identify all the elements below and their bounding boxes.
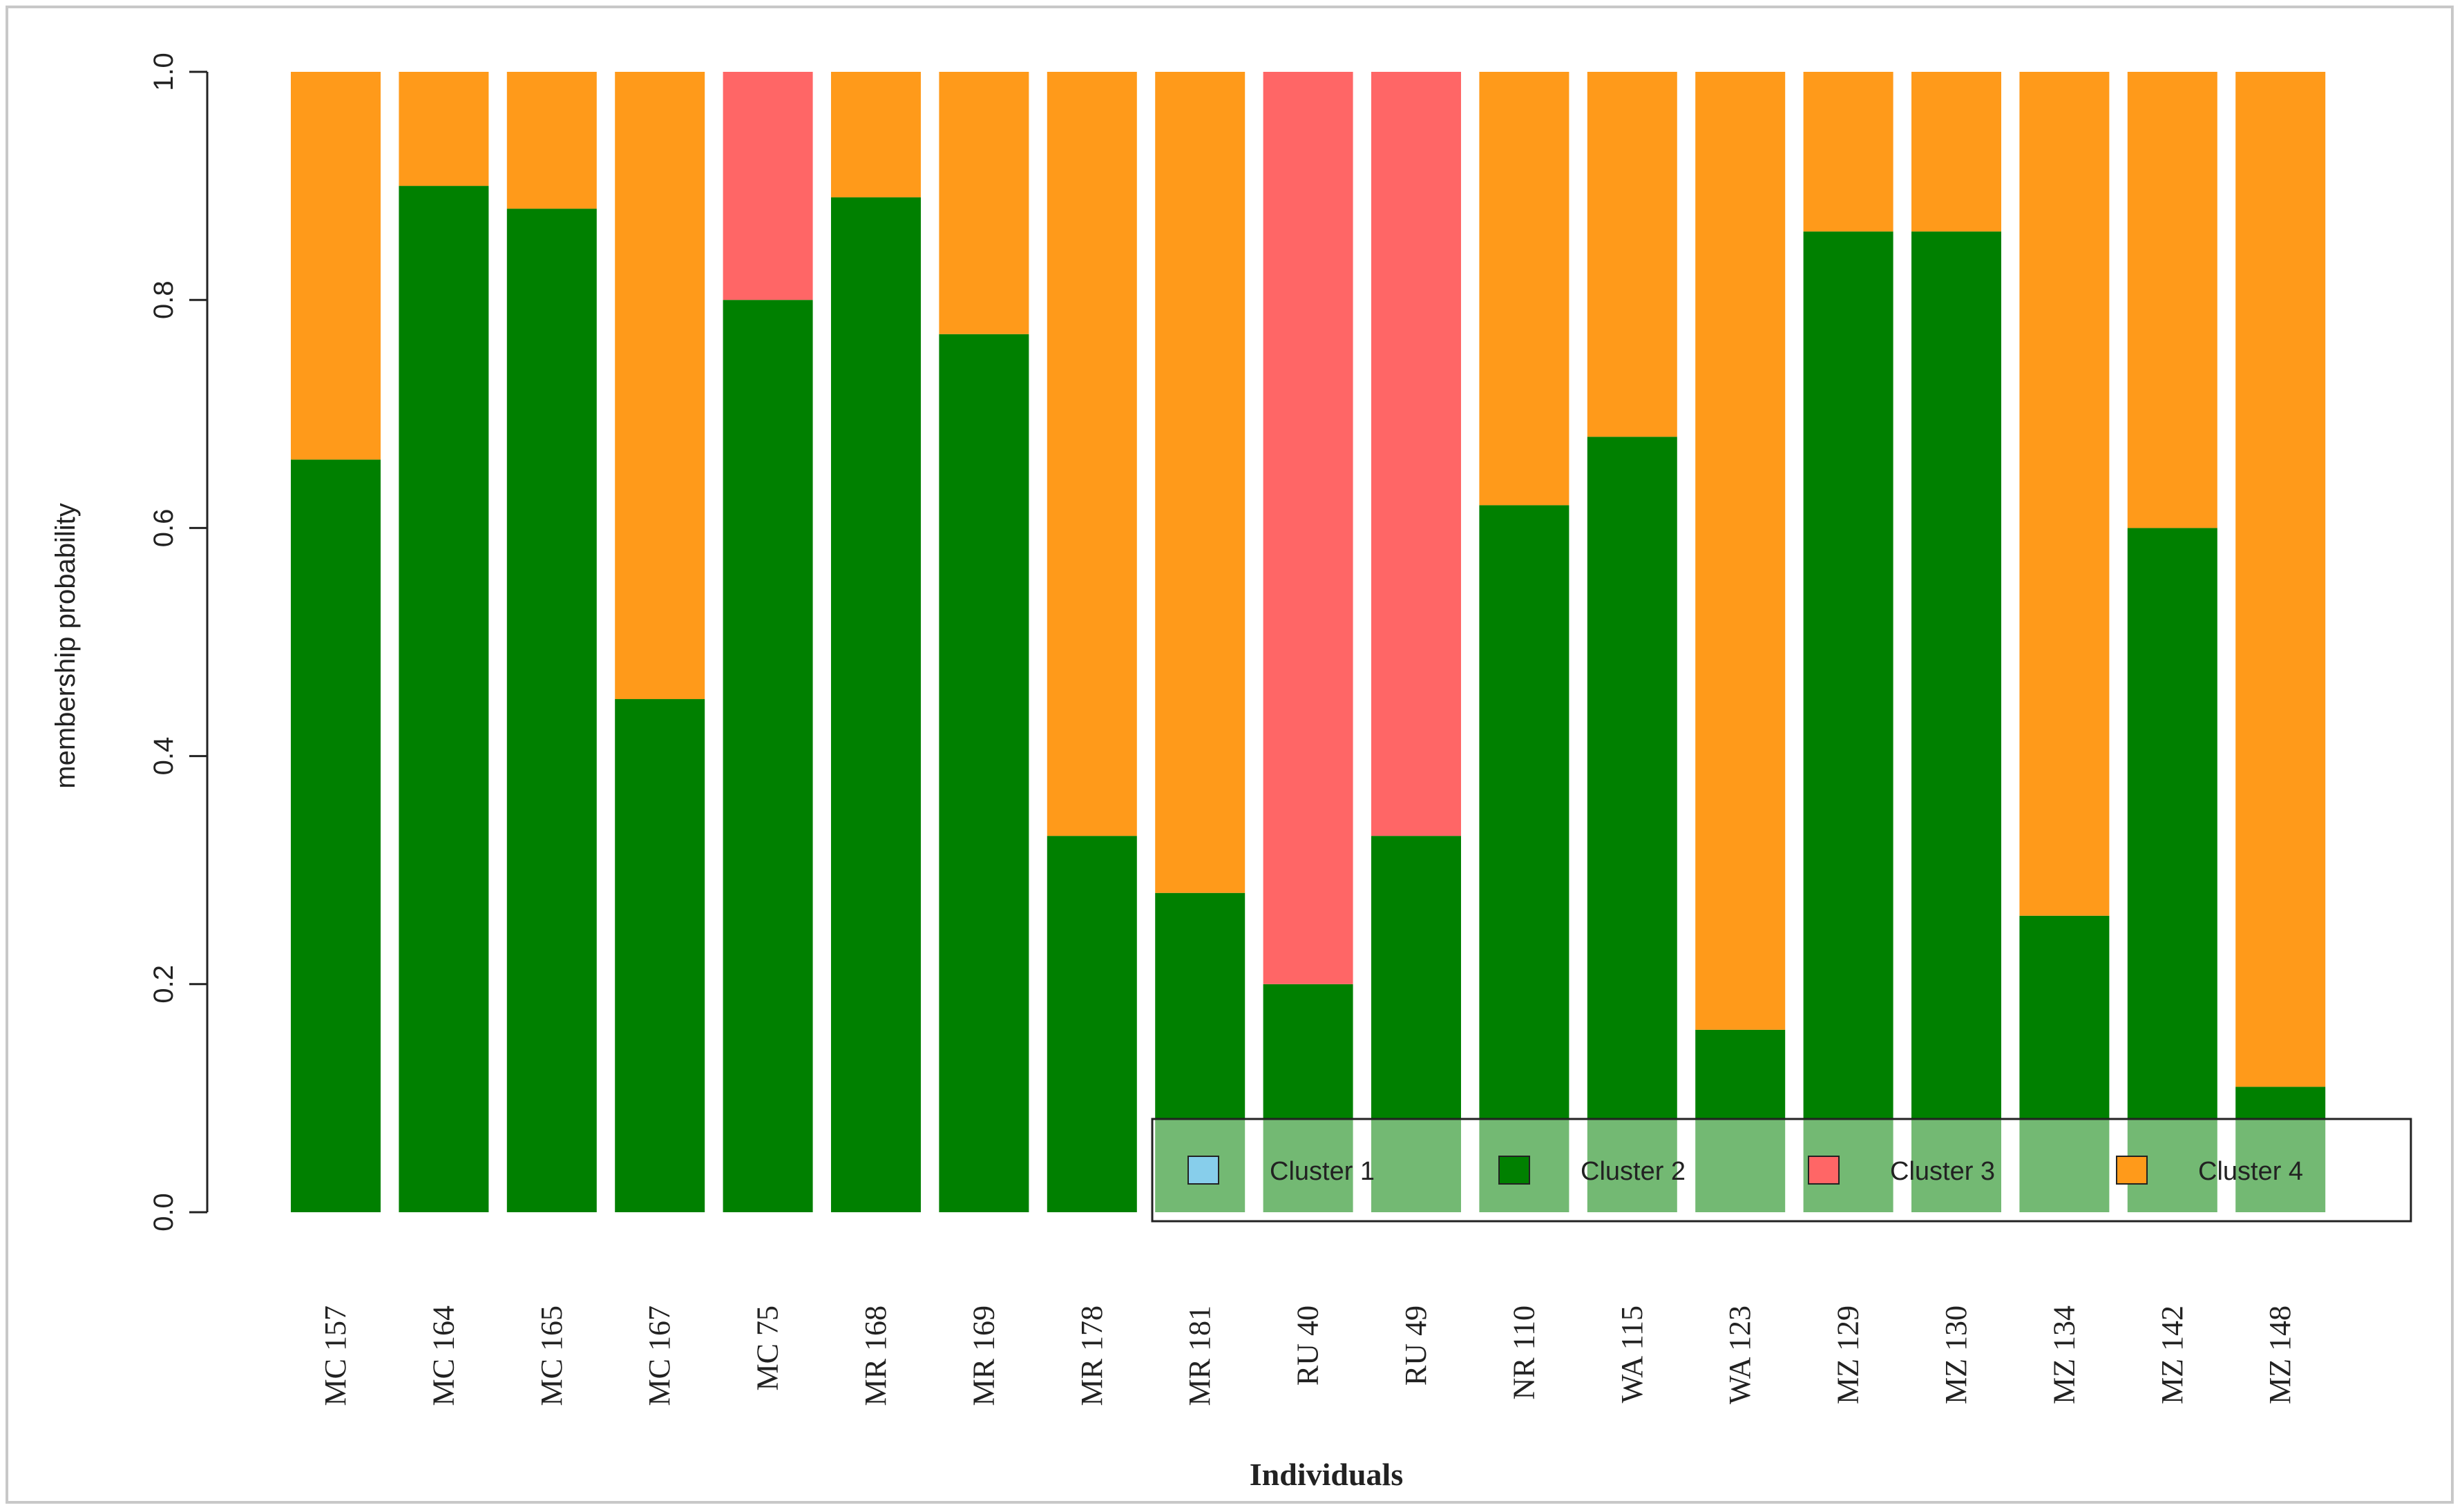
y-tick-label: 0.2 (149, 965, 179, 1004)
legend-box (1151, 1118, 2412, 1223)
bar-segment-cluster-2 (831, 197, 921, 1212)
bar-segment-cluster-2 (1695, 1029, 1786, 1212)
bar-segment-cluster-4 (2127, 72, 2217, 528)
legend-label: Cluster 2 (1581, 1157, 1686, 1186)
x-tick-label: RU 40 (1291, 1305, 1325, 1386)
y-tick-label: 0.0 (149, 1193, 179, 1232)
bar-segment-cluster-2 (399, 186, 489, 1213)
x-tick-label: MC 164 (426, 1305, 460, 1406)
bar-segment-cluster-2 (2019, 915, 2110, 1212)
bar-segment-cluster-4 (1695, 72, 1786, 1030)
bar-segment-cluster-4 (506, 72, 597, 209)
bar-segment-cluster-4 (1587, 72, 1677, 437)
x-tick-label: MC 157 (318, 1305, 352, 1406)
bar-segment-cluster-2 (939, 334, 1029, 1213)
bar-segment-cluster-2 (1047, 836, 1137, 1212)
x-tick-label: MC 167 (642, 1305, 676, 1406)
bar-segment-cluster-2 (1803, 231, 1893, 1212)
y-tick-label: 0.8 (149, 280, 179, 319)
legend-swatch (2116, 1156, 2148, 1185)
y-tick-label: 0.4 (149, 737, 179, 776)
bar-segment-cluster-2 (615, 699, 705, 1212)
bar-segment-cluster-2 (2235, 1087, 2326, 1212)
x-tick-label: WA 115 (1615, 1305, 1649, 1403)
bar-segment-cluster-3 (723, 72, 813, 300)
legend-swatch (1187, 1156, 1219, 1185)
bar-segment-cluster-4 (615, 72, 705, 700)
bar-segment-cluster-4 (2235, 72, 2326, 1087)
x-tick-label: MR 168 (859, 1305, 893, 1406)
x-tick-label: MZ 134 (2047, 1305, 2081, 1404)
x-tick-label: MZ 142 (2155, 1305, 2189, 1404)
x-tick-labels: MC 157 MC 164 MC 165 MC 167 MC 75 MR 168 MR 16… (318, 1305, 2297, 1406)
bar-segment-cluster-4 (939, 72, 1029, 334)
y-tick-label: 0.6 (149, 509, 179, 548)
bar-segment-cluster-2 (506, 209, 597, 1212)
bar-segment-cluster-4 (831, 72, 921, 198)
bar-segment-cluster-2 (1263, 984, 1353, 1212)
legend: Cluster 1 Cluster 2 Cluster 3 Cluster 4 (1151, 1118, 2412, 1223)
x-tick-label: MR 169 (966, 1305, 1000, 1406)
legend-label: Cluster 3 (1890, 1157, 1995, 1186)
x-tick-label: MC 165 (535, 1305, 569, 1406)
bar-segment-cluster-4 (1047, 72, 1137, 836)
bar-segment-cluster-2 (1587, 437, 1677, 1212)
bar-segment-cluster-4 (399, 72, 489, 186)
x-tick-label: MZ 129 (1831, 1305, 1865, 1404)
y-axis: 0.0 0.2 0.4 0.6 0.8 1.0 (149, 52, 209, 1232)
legend-swatch (1808, 1156, 1840, 1185)
bar-segment-cluster-2 (1371, 836, 1461, 1212)
bar-segment-cluster-2 (1479, 505, 1569, 1212)
x-tick-label: MR 181 (1183, 1305, 1216, 1406)
x-tick-label: MZ 148 (2263, 1305, 2297, 1404)
bar-segment-cluster-2 (1911, 231, 2001, 1212)
x-tick-label: WA 123 (1723, 1305, 1757, 1404)
bar-segment-cluster-4 (1479, 72, 1569, 506)
legend-label: Cluster 4 (2198, 1157, 2303, 1186)
x-tick-label: MR 178 (1075, 1305, 1109, 1406)
x-tick-label: MZ 130 (1939, 1305, 1973, 1404)
x-tick-label: RU 49 (1399, 1305, 1433, 1386)
legend-label: Cluster 1 (1270, 1157, 1375, 1186)
y-axis-label: membership probability (50, 503, 81, 789)
y-tick-label: 1.0 (149, 52, 179, 91)
x-tick-label: NR 110 (1507, 1305, 1540, 1400)
bar-layer (291, 72, 2326, 1213)
bar-segment-cluster-2 (723, 300, 813, 1213)
bar-segment-cluster-4 (2019, 72, 2110, 916)
bar-segment-cluster-4 (1155, 72, 1246, 893)
x-axis-label: Individuals (1250, 1457, 1403, 1492)
bar-segment-cluster-4 (1803, 72, 1893, 232)
x-tick-label: MC 75 (751, 1305, 785, 1390)
bar-segment-cluster-4 (291, 72, 381, 460)
legend-swatch (1498, 1156, 1530, 1185)
bar-segment-cluster-4 (1911, 72, 2001, 232)
bar-segment-cluster-2 (2127, 528, 2217, 1212)
bar-segment-cluster-2 (291, 459, 381, 1212)
bar-segment-cluster-3 (1371, 72, 1461, 836)
bar-segment-cluster-3 (1263, 72, 1353, 984)
